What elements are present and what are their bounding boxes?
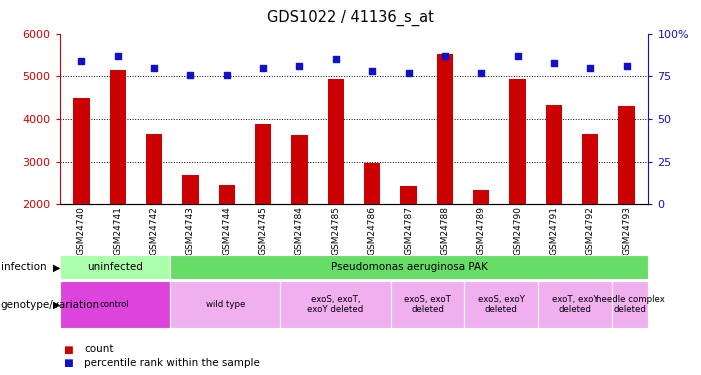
- Text: count: count: [84, 345, 114, 354]
- Point: [294, 63, 305, 69]
- Text: needle complex
deleted: needle complex deleted: [596, 295, 665, 314]
- Bar: [60, 281, 170, 328]
- Bar: [465, 281, 538, 328]
- Point: [330, 56, 341, 62]
- Bar: [400, 186, 416, 204]
- Point: [548, 60, 559, 66]
- Bar: [255, 124, 271, 204]
- Bar: [546, 105, 562, 204]
- Point: [403, 70, 414, 76]
- Point: [112, 53, 123, 59]
- Bar: [327, 78, 344, 204]
- Text: percentile rank within the sample: percentile rank within the sample: [84, 358, 260, 368]
- Text: exoS, exoY
deleted: exoS, exoY deleted: [478, 295, 524, 314]
- Bar: [510, 78, 526, 204]
- Bar: [292, 135, 308, 204]
- Text: control: control: [100, 300, 130, 309]
- Text: Pseudomonas aeruginosa PAK: Pseudomonas aeruginosa PAK: [331, 262, 488, 272]
- Point: [76, 58, 87, 64]
- Text: exoS, exoT,
exoY deleted: exoS, exoT, exoY deleted: [308, 295, 364, 314]
- Bar: [182, 174, 198, 204]
- Bar: [364, 163, 381, 204]
- Point: [512, 53, 523, 59]
- Point: [222, 72, 233, 78]
- Point: [367, 68, 378, 74]
- Bar: [170, 255, 648, 279]
- Text: genotype/variation: genotype/variation: [1, 300, 100, 309]
- Bar: [612, 281, 648, 328]
- Point: [185, 72, 196, 78]
- Text: GDS1022 / 41136_s_at: GDS1022 / 41136_s_at: [267, 9, 434, 26]
- Point: [475, 70, 486, 76]
- Bar: [109, 70, 126, 204]
- Bar: [60, 255, 170, 279]
- Text: ▶: ▶: [53, 300, 60, 309]
- Point: [257, 65, 268, 71]
- Point: [621, 63, 632, 69]
- Text: ■: ■: [63, 345, 73, 354]
- Bar: [73, 98, 90, 204]
- Bar: [538, 281, 612, 328]
- Text: uninfected: uninfected: [87, 262, 143, 272]
- Text: ■: ■: [63, 358, 73, 368]
- Text: exoS, exoT
deleted: exoS, exoT deleted: [404, 295, 451, 314]
- Bar: [219, 185, 235, 204]
- Point: [149, 65, 160, 71]
- Bar: [391, 281, 465, 328]
- Bar: [280, 281, 391, 328]
- Text: wild type: wild type: [205, 300, 245, 309]
- Bar: [146, 134, 162, 204]
- Bar: [437, 54, 453, 204]
- Text: infection: infection: [1, 262, 46, 272]
- Text: exoT, exoY
deleted: exoT, exoY deleted: [552, 295, 598, 314]
- Bar: [170, 281, 280, 328]
- Bar: [618, 106, 635, 204]
- Point: [585, 65, 596, 71]
- Point: [440, 53, 451, 59]
- Text: ▶: ▶: [53, 262, 60, 272]
- Bar: [473, 190, 489, 204]
- Bar: [582, 134, 599, 204]
